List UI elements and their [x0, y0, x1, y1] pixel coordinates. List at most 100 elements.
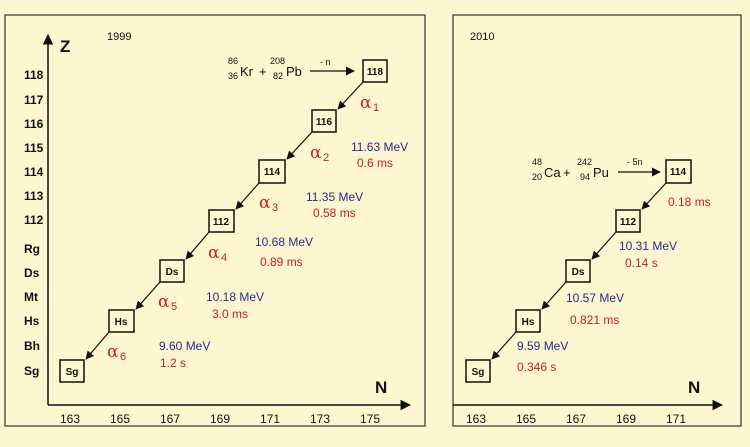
alpha-1-symbol: α: [360, 93, 372, 113]
nucleus-sg: [59, 359, 85, 383]
alpha-6-index: 6: [120, 351, 126, 363]
y-label-bh: Bh: [24, 339, 40, 353]
y-label-hs: Hs: [24, 314, 40, 328]
y-label-mt: Mt: [24, 290, 38, 304]
nucleus-116-label: 116: [316, 117, 333, 128]
decay-arrow-4: [185, 231, 210, 260]
halflife-112: 0.89 ms: [260, 255, 303, 269]
x-label-167: 167: [160, 412, 180, 426]
decay2-arrow-3: [541, 281, 567, 310]
target-mass: 208: [270, 56, 285, 66]
halflife2-112: 0.14 s: [625, 256, 658, 270]
x-axis-title-2010: N: [688, 378, 700, 397]
decay-arrow-3: [235, 182, 260, 210]
nucleus2-hs-label: Hs: [522, 317, 535, 328]
nucleus-hs-label: Hs: [115, 317, 128, 328]
energy-112: 10.68 MeV: [255, 235, 313, 249]
panel-2010-year: 2010: [470, 31, 494, 43]
target-symbol: Pb: [286, 64, 302, 79]
nucleus2-ds-label: Ds: [572, 267, 585, 278]
plus-sign-2: +: [563, 165, 571, 180]
nucleus2-112: [615, 209, 641, 233]
projectile2-mass: 48: [532, 157, 542, 167]
energy2-ds: 10.57 MeV: [566, 291, 624, 305]
alpha-5-symbol: α: [158, 292, 170, 312]
y-label-117: 117: [24, 93, 44, 107]
nucleus-118: [362, 59, 388, 83]
halflife-hs: 1.2 s: [160, 356, 186, 370]
energy-ds: 10.18 MeV: [206, 290, 264, 304]
panel-2010-frame: [452, 14, 742, 427]
plus-sign: +: [259, 64, 267, 79]
alpha-4-symbol: α: [208, 243, 220, 263]
x2-label-169: 169: [616, 412, 636, 426]
nucleus2-ds: [565, 259, 591, 283]
decay2-arrow-4: [491, 331, 517, 360]
y-label-sg: Sg: [24, 364, 39, 378]
decay-arrow-2: [286, 131, 313, 160]
x2-label-165: 165: [516, 412, 536, 426]
halflife2-ds: 0.821 ms: [570, 313, 619, 327]
panel-1999-year: 1999: [107, 31, 131, 43]
target2-mass: 242: [577, 157, 592, 167]
x-axis-title: N: [375, 378, 387, 397]
nucleus2-sg-label: Sg: [472, 367, 485, 378]
panel-1999: 1999 Z N 118 117 116 115 114 113 112 Rg …: [24, 31, 412, 426]
nucleus2-114: [665, 159, 692, 184]
nucleus-hs: [108, 309, 135, 333]
alpha-4-index: 4: [221, 252, 227, 264]
nucleus2-114-label: 114: [670, 167, 687, 178]
alpha-3-index: 3: [272, 202, 278, 214]
nucleus-112-label: 112: [213, 217, 230, 228]
energy-114: 11.35 MeV: [306, 190, 363, 204]
target2-symbol: Pu: [593, 165, 609, 180]
y-label-118: 118: [24, 68, 44, 82]
decay2-arrow-2: [591, 231, 617, 260]
halflife-114: 0.58 ms: [313, 206, 356, 220]
reaction2-channel: - 5n: [627, 157, 643, 167]
nucleus-118-label: 118: [367, 67, 384, 78]
projectile-z: 36: [228, 71, 238, 81]
y-label-113: 113: [24, 189, 44, 203]
y-axis-title: Z: [60, 37, 70, 56]
nucleus-ds: [159, 259, 185, 283]
projectile2-z: 20: [532, 172, 542, 182]
x2-label-163: 163: [466, 412, 486, 426]
nucleus-114-label: 114: [264, 167, 281, 178]
x-label-163: 163: [60, 412, 80, 426]
decay-arrow-5: [135, 281, 161, 310]
x2-label-167: 167: [566, 412, 586, 426]
halflife-ds: 3.0 ms: [212, 307, 248, 321]
projectile-symbol: Kr: [240, 64, 254, 79]
nucleus-sg-label: Sg: [66, 367, 79, 378]
nucleus2-sg: [465, 359, 491, 383]
halflife2-114: 0.18 ms: [668, 195, 711, 209]
y-label-112: 112: [24, 213, 44, 227]
y-label-116: 116: [24, 117, 44, 131]
alpha-2-index: 2: [323, 152, 329, 164]
nucleus2-hs: [515, 309, 541, 333]
target2-z: 94: [580, 172, 590, 182]
nucleus-112: [208, 209, 235, 233]
x-label-169: 169: [210, 412, 230, 426]
decay2-arrow-1: [641, 182, 667, 210]
decay-arrow-6: [85, 331, 110, 360]
y-label-115: 115: [24, 141, 44, 155]
alpha-1-index: 1: [373, 102, 379, 114]
nucleus-ds-label: Ds: [166, 267, 179, 278]
alpha-3-symbol: α: [259, 193, 271, 213]
x2-label-171: 171: [666, 412, 686, 426]
panel-2010: 2010 N 163 165 167 169 171 48 20 Ca + 24…: [453, 31, 724, 426]
energy2-112: 10.31 MeV: [619, 239, 677, 253]
energy-116: 11.63 MeV: [351, 140, 408, 154]
nucleus2-112-label: 112: [620, 217, 637, 228]
halflife-116: 0.6 ms: [357, 156, 393, 170]
x-label-175: 175: [360, 412, 380, 426]
projectile-mass: 86: [228, 56, 238, 66]
reaction-2010: 48 20 Ca + 242 94 Pu - 5n: [532, 157, 661, 182]
alpha-6-symbol: α: [107, 342, 119, 362]
nucleus-116: [311, 109, 337, 133]
target-z: 82: [273, 71, 283, 81]
